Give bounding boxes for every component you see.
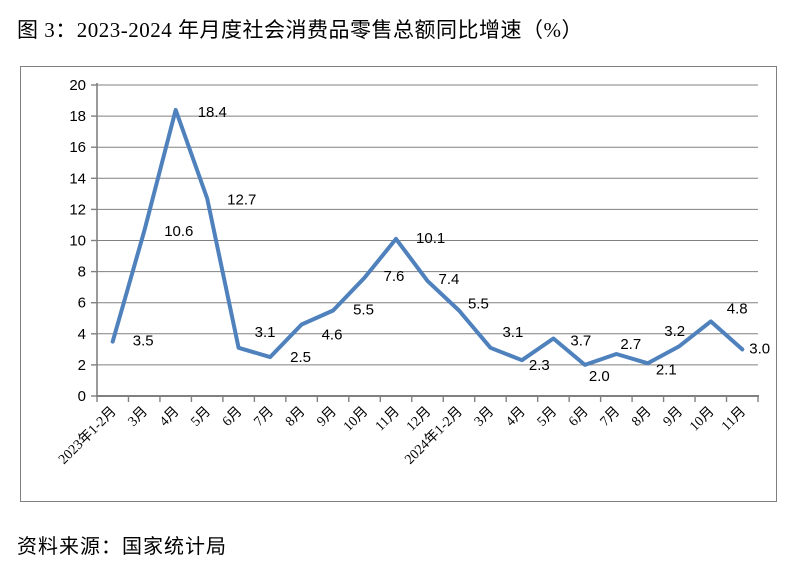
x-tick-label: 10月 [687,404,718,435]
x-tick-label: 5月 [188,404,214,430]
x-tick-label: 3月 [471,404,497,430]
x-tick-label: 7月 [251,404,277,430]
axes [96,83,759,397]
x-tick-label: 6月 [219,404,245,430]
x-tick-labels: 2023年1-2月 3月 4月 5月 6月 7月 8月 9月 10月 11月 12月2024年1-2… [55,404,749,468]
x-tick-label: 8月 [628,404,654,430]
data-label: 12.7 [227,192,256,209]
data-label: 4.8 [727,300,748,317]
ticks [91,84,759,402]
data-label: 3.2 [664,323,685,340]
x-tick-label: 2024年1-2月 [402,404,466,468]
data-label: 3.1 [502,324,523,341]
x-tick-label: 6月 [566,404,592,430]
data-label: 7.4 [439,271,460,288]
data-label: 3.1 [255,324,276,341]
y-tick-label: 2 [78,357,86,374]
data-label: 10.6 [164,223,193,240]
x-tick-label: 11月 [718,404,749,435]
y-tick-label: 18 [69,108,86,125]
data-label: 2.7 [620,336,641,353]
x-tick-label: 8月 [282,404,308,430]
y-tick-label: 10 [69,233,86,250]
y-tick-labels: 0 2 4 6 8 10 12 14 16 18 20 [69,77,86,405]
x-tick-label: 11月 [372,404,403,435]
x-tick-label: 2023年1-2月 [55,404,119,468]
x-tick-label: 4月 [503,404,529,430]
y-tick-label: 16 [69,139,86,156]
data-label: 5.5 [353,301,374,318]
data-label: 4.6 [322,326,343,343]
series-line [110,107,745,367]
x-tick-label: 9月 [314,404,340,430]
x-tick-label: 4月 [156,404,182,430]
data-label: 2.3 [529,357,550,374]
data-label: 2.5 [290,349,311,366]
data-label: 2.0 [589,368,610,385]
y-tick-label: 0 [78,388,86,405]
y-tick-label: 4 [78,326,86,343]
data-labels: 3.5 10.6 18.4 12.7 3.1 2.5 4.6 5.5 7.6 10.1 7.4 5.5… [133,104,770,385]
x-tick-label: 5月 [534,404,560,430]
gridlines [97,84,758,366]
source-note: 资料来源：国家统计局 [17,536,227,558]
data-label: 3.5 [133,333,154,350]
data-label: 18.4 [198,104,227,121]
y-tick-label: 8 [78,264,86,281]
x-tick-label: 3月 [125,404,151,430]
y-tick-label: 12 [69,201,86,218]
x-tick-label: 9月 [660,404,686,430]
chart-container: 0 2 4 6 8 10 12 14 16 18 20 2023年1-2月 3月 4月 5月 6月 7月 8月 9月… [20,66,777,502]
data-label: 3.7 [570,332,591,349]
data-label: 7.6 [384,268,405,285]
data-label: 2.1 [656,361,677,378]
y-tick-label: 20 [69,77,86,94]
x-tick-label: 7月 [597,404,623,430]
figure-title: 图 3：2023-2024 年月度社会消费品零售总额同比增速（%） [17,18,583,42]
y-tick-label: 6 [78,295,86,312]
y-tick-label: 14 [69,170,86,187]
data-label: 3.0 [749,340,770,357]
data-label: 10.1 [416,230,445,247]
data-label: 5.5 [468,295,489,312]
x-tick-label: 10月 [340,404,371,435]
